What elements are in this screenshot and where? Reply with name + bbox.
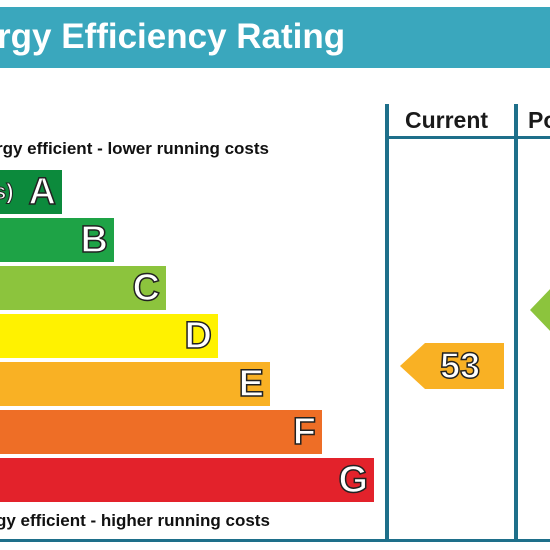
band-letter-b: B <box>80 218 109 262</box>
band-letter-e: E <box>238 362 265 406</box>
chart-title: rgy Efficiency Rating <box>0 15 345 59</box>
band-d: D <box>0 314 218 358</box>
potential-column-heading: Po <box>528 107 550 133</box>
band-letter-d: D <box>184 314 213 358</box>
title-banner: rgy Efficiency Rating <box>0 7 550 68</box>
caption-top: rgy efficient - lower running costs <box>0 139 269 158</box>
header-rule <box>385 136 550 139</box>
band-letter-a: A <box>28 170 57 214</box>
current-column-heading: Current <box>405 107 489 133</box>
band-e: E <box>0 362 270 406</box>
chart-title-text: rgy Efficiency Rating <box>0 17 346 56</box>
band-f: F <box>0 410 322 454</box>
band-b: B <box>0 218 114 262</box>
potential-rating-arrow <box>530 289 550 331</box>
band-letter-g: G <box>338 458 369 502</box>
current-rating-value: 53 <box>439 344 481 387</box>
bottom-rule <box>0 539 550 542</box>
band-extra-a: s) <box>0 179 14 205</box>
band-g: G <box>0 458 374 502</box>
caption-bottom: gy efficient - higher running costs <box>0 511 270 530</box>
band-letter-c: C <box>132 266 161 310</box>
band-c: C <box>0 266 166 310</box>
divider-middle <box>514 104 518 540</box>
band-letter-f: F <box>292 410 317 454</box>
divider-left <box>385 104 389 540</box>
current-rating-arrow <box>400 343 504 389</box>
